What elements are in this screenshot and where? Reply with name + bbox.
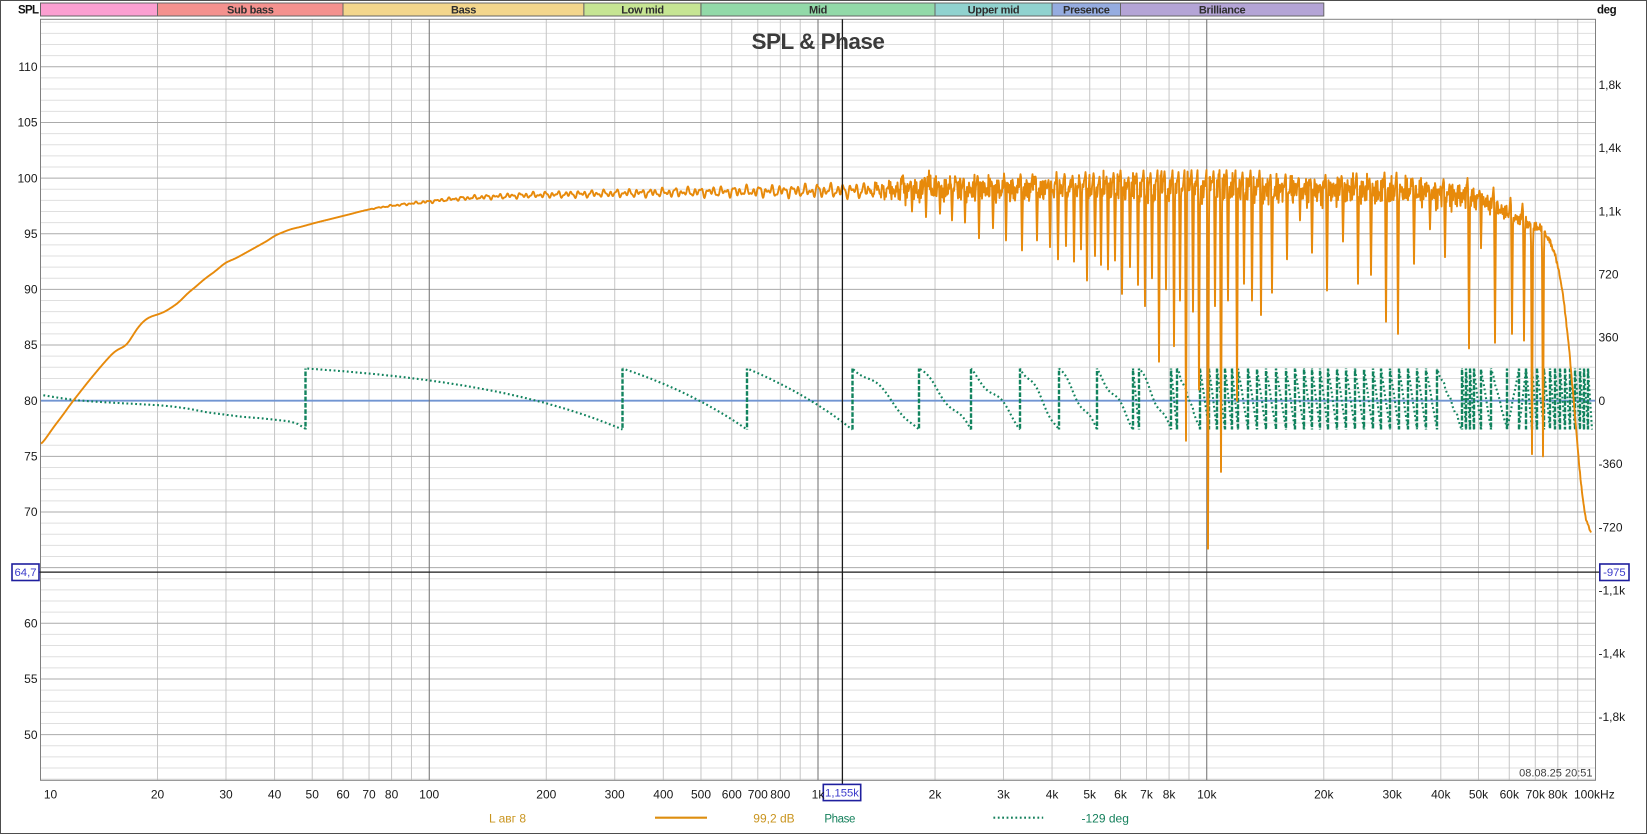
svg-text:-1,4k: -1,4k	[1599, 647, 1627, 661]
svg-text:1k: 1k	[812, 788, 826, 802]
svg-text:85: 85	[24, 338, 38, 352]
svg-text:95: 95	[24, 227, 38, 241]
svg-text:10: 10	[44, 788, 58, 802]
svg-text:0: 0	[1599, 394, 1606, 408]
svg-text:110: 110	[18, 60, 37, 74]
svg-text:80k: 80k	[1548, 788, 1568, 802]
svg-text:-360: -360	[1599, 457, 1623, 471]
svg-text:Presence: Presence	[1063, 4, 1110, 16]
svg-text:1,8k: 1,8k	[1599, 78, 1623, 92]
svg-text:400: 400	[653, 788, 673, 802]
svg-text:64,7: 64,7	[15, 567, 37, 579]
svg-text:Bass: Bass	[451, 4, 476, 16]
svg-text:20k: 20k	[1314, 788, 1334, 802]
svg-text:-1,1k: -1,1k	[1599, 584, 1627, 598]
svg-text:30: 30	[219, 788, 233, 802]
svg-text:-975: -975	[1603, 567, 1626, 579]
svg-text:3k: 3k	[997, 788, 1011, 802]
svg-text:99,2 dB: 99,2 dB	[753, 812, 794, 826]
svg-text:40: 40	[268, 788, 282, 802]
svg-text:55: 55	[24, 672, 38, 686]
svg-text:Mid: Mid	[809, 4, 827, 16]
svg-text:1,4k: 1,4k	[1599, 141, 1623, 155]
svg-text:8k: 8k	[1163, 788, 1177, 802]
svg-text:SPL: SPL	[18, 5, 39, 17]
svg-text:720: 720	[1599, 268, 1619, 282]
svg-text:105: 105	[17, 116, 37, 130]
svg-text:60: 60	[336, 788, 350, 802]
svg-text:20: 20	[151, 788, 165, 802]
svg-text:60: 60	[24, 617, 38, 631]
svg-text:L авг 8: L авг 8	[489, 812, 526, 826]
svg-text:200: 200	[536, 788, 556, 802]
svg-text:90: 90	[24, 283, 38, 297]
svg-text:60k: 60k	[1500, 788, 1520, 802]
svg-text:75: 75	[24, 450, 38, 464]
svg-text:50k: 50k	[1469, 788, 1489, 802]
svg-text:300: 300	[605, 788, 625, 802]
svg-text:70: 70	[24, 505, 38, 519]
svg-text:Low mid: Low mid	[621, 4, 664, 16]
svg-text:Upper mid: Upper mid	[968, 4, 1020, 16]
svg-text:360: 360	[1599, 331, 1619, 345]
svg-text:Sub bass: Sub bass	[227, 4, 274, 16]
svg-text:100: 100	[419, 788, 439, 802]
svg-text:700: 700	[748, 788, 768, 802]
svg-text:5k: 5k	[1083, 788, 1097, 802]
svg-text:1,1k: 1,1k	[1599, 204, 1623, 218]
svg-text:500: 500	[691, 788, 711, 802]
svg-text:08.08.25 20:51: 08.08.25 20:51	[1519, 768, 1592, 780]
svg-text:-720: -720	[1599, 520, 1623, 534]
svg-text:80: 80	[385, 788, 399, 802]
svg-text:50: 50	[24, 728, 38, 742]
svg-text:70: 70	[362, 788, 376, 802]
svg-text:100: 100	[17, 171, 37, 185]
svg-text:70k: 70k	[1526, 788, 1546, 802]
svg-text:40k: 40k	[1431, 788, 1451, 802]
svg-text:100kHz: 100kHz	[1574, 788, 1615, 802]
svg-text:6k: 6k	[1114, 788, 1128, 802]
svg-text:-129 deg: -129 deg	[1082, 812, 1129, 826]
svg-text:-1,8k: -1,8k	[1599, 710, 1627, 724]
svg-text:7k: 7k	[1140, 788, 1154, 802]
svg-text:deg: deg	[1597, 5, 1617, 17]
svg-text:30k: 30k	[1383, 788, 1403, 802]
svg-text:1,155k: 1,155k	[825, 788, 859, 800]
svg-text:2k: 2k	[929, 788, 943, 802]
svg-text:600: 600	[722, 788, 742, 802]
svg-text:Phase: Phase	[824, 814, 855, 826]
svg-text:800: 800	[770, 788, 790, 802]
svg-text:50: 50	[306, 788, 320, 802]
svg-text:SPL & Phase: SPL & Phase	[752, 29, 885, 54]
svg-text:80: 80	[24, 394, 38, 408]
svg-text:Brilliance: Brilliance	[1199, 4, 1246, 16]
svg-text:10k: 10k	[1197, 788, 1217, 802]
svg-text:4k: 4k	[1046, 788, 1060, 802]
